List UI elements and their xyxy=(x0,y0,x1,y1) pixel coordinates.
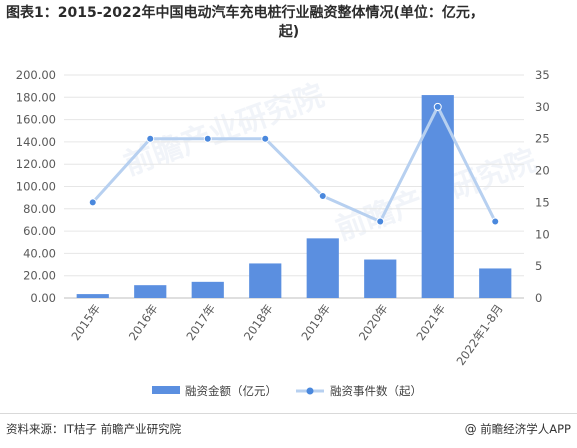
legend-bar-swatch xyxy=(152,386,180,394)
x-tick-label: 2015年 xyxy=(68,302,103,343)
bar xyxy=(479,268,512,298)
bar xyxy=(134,285,167,298)
y-left-tick-label: 80.00 xyxy=(23,202,56,216)
y-left-tick-label: 120.00 xyxy=(16,157,56,171)
y-left-tick-label: 140.00 xyxy=(16,135,56,149)
y-right-tick-label: 30 xyxy=(535,100,550,114)
bar xyxy=(76,294,109,298)
source-text: 资料来源：IT桔子 前瞻产业研究院 xyxy=(6,422,182,436)
y-right-tick-label: 15 xyxy=(535,195,550,209)
bar xyxy=(191,281,224,298)
x-tick-label: 2020年 xyxy=(356,302,391,343)
y-right-tick-label: 10 xyxy=(535,227,550,241)
line-point xyxy=(203,134,212,143)
x-tick-label: 2016年 xyxy=(126,302,161,343)
bar xyxy=(421,95,454,298)
line-point xyxy=(433,102,442,111)
y-left-tick-label: 60.00 xyxy=(23,224,56,238)
y-right-tick-label: 5 xyxy=(535,259,542,273)
y-left-tick-label: 20.00 xyxy=(23,269,56,283)
chart-title-line2: 起) xyxy=(278,24,300,40)
line-point xyxy=(491,217,500,226)
chart-title-line1: 图表1：2015-2022年中国电动汽车充电桩行业融资整体情况(单位：亿元， xyxy=(6,5,484,21)
brand: @ 前瞻经济学人APP xyxy=(465,421,571,437)
legend-line-label: 融资事件数（起） xyxy=(330,384,422,398)
line-point xyxy=(261,134,270,143)
x-tick-label: 2019年 xyxy=(298,302,333,343)
legend-line-marker xyxy=(306,387,314,395)
y-right-tick-label: 25 xyxy=(535,132,550,146)
line-point xyxy=(88,198,97,207)
y-right-tick-label: 20 xyxy=(535,164,550,178)
y-left-tick-label: 0.00 xyxy=(30,291,56,305)
bar xyxy=(249,263,282,298)
y-right-tick-label: 35 xyxy=(535,68,550,82)
brand-text: 前瞻经济学人APP xyxy=(480,422,571,436)
y-left-tick-label: 40.00 xyxy=(23,246,56,260)
legend-bar-label: 融资金额（亿元） xyxy=(185,384,277,398)
y-right-tick-label: 0 xyxy=(535,291,542,305)
footer: 资料来源：IT桔子 前瞻产业研究院 @ 前瞻经济学人APP xyxy=(0,413,577,448)
line-series xyxy=(91,105,497,224)
bar xyxy=(306,238,339,298)
y-left-tick-label: 180.00 xyxy=(16,90,56,104)
x-tick-label: 2021年 xyxy=(413,302,448,343)
x-tick-label: 2018年 xyxy=(241,302,276,343)
combo-chart: 0.00 20.00 40.00 60.00 80.00 100.00 120.00 140.… xyxy=(16,68,550,398)
line-point xyxy=(318,192,327,201)
x-tick-label: 2017年 xyxy=(183,302,218,343)
y-left-tick-label: 160.00 xyxy=(16,113,56,127)
line-point xyxy=(376,217,385,226)
y-left-tick-label: 200.00 xyxy=(16,68,56,82)
chart-title: 图表1：2015-2022年中国电动汽车充电桩行业融资整体情况(单位：亿元， 起… xyxy=(6,4,572,42)
bar xyxy=(364,259,397,298)
line-point xyxy=(146,134,155,143)
y-left-tick-label: 100.00 xyxy=(16,180,56,194)
x-tick-label: 2022年1-8月 xyxy=(453,302,505,368)
at-icon: @ xyxy=(464,422,477,436)
